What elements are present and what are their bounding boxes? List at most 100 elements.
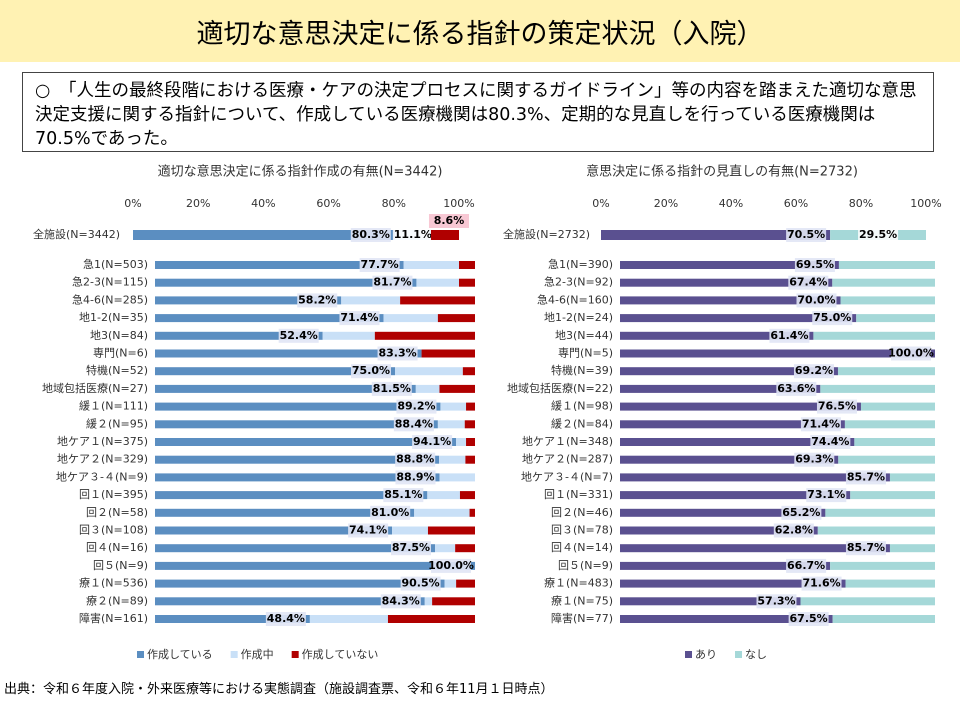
category-label: 地3(N=44) bbox=[555, 329, 613, 342]
bar-segment bbox=[620, 402, 861, 411]
source-note: 出典：令和６年度入院・外来医療等における実態調査（施設調査票、令和６年11月１日… bbox=[4, 682, 554, 697]
category-label: 回４(N=16) bbox=[86, 541, 148, 554]
value-label: 85.7% bbox=[847, 541, 885, 554]
bar-segment bbox=[155, 561, 475, 570]
bar-segment bbox=[620, 579, 846, 588]
value-label-bg bbox=[845, 541, 886, 556]
bar-segment bbox=[620, 349, 935, 358]
bar-segment bbox=[155, 296, 342, 305]
bar-segment bbox=[620, 455, 839, 464]
category-label: 専門(N=5) bbox=[558, 347, 613, 360]
bar-segment bbox=[465, 455, 475, 464]
legend-swatch bbox=[291, 651, 299, 658]
bar-segment bbox=[455, 544, 475, 553]
value-label-bg bbox=[350, 228, 391, 242]
bar-segment bbox=[620, 561, 831, 570]
value-label-bg bbox=[793, 364, 834, 379]
legend-swatch bbox=[230, 651, 238, 658]
category-label: 専門(N=6) bbox=[93, 347, 148, 360]
bar-segment bbox=[155, 597, 425, 606]
value-label: 48.4% bbox=[267, 612, 305, 625]
value-label-bg bbox=[297, 293, 338, 308]
value-label-bg bbox=[786, 228, 827, 242]
legend-label: なし bbox=[745, 648, 767, 661]
value-label: 67.5% bbox=[790, 612, 828, 625]
bar-segment bbox=[620, 526, 818, 535]
x-tick-label: 40% bbox=[251, 197, 275, 210]
bar-segment bbox=[392, 526, 428, 535]
bar-segment bbox=[830, 561, 935, 570]
bar-segment bbox=[860, 402, 935, 411]
bar-segment bbox=[820, 384, 935, 393]
category-label: 地ケア１(N=348) bbox=[522, 435, 613, 448]
category-label: 地3(N=84) bbox=[90, 329, 148, 342]
value-label-bg bbox=[810, 435, 851, 449]
x-tick-label: 0% bbox=[124, 197, 141, 210]
value-label-bg bbox=[891, 346, 931, 361]
category-label: 療２(N=89) bbox=[86, 593, 148, 607]
value-label-bg bbox=[794, 258, 835, 272]
value-label-bg bbox=[377, 346, 418, 361]
value-label: 57.3% bbox=[757, 594, 795, 607]
value-label-bg bbox=[391, 541, 431, 556]
header-band bbox=[0, 0, 960, 62]
x-tick-label: 100% bbox=[910, 197, 941, 210]
category-label: 急1(N=503) bbox=[83, 257, 148, 271]
bar-segment bbox=[440, 402, 467, 411]
page-title: 適切な意思決定に係る指針の策定状況（入院） bbox=[196, 19, 764, 50]
value-label: 63.6% bbox=[777, 382, 815, 395]
value-label: 58.2% bbox=[298, 293, 336, 306]
legend-label: 作成していない bbox=[302, 648, 379, 661]
x-tick-label: 60% bbox=[784, 197, 808, 210]
category-label: 地ケア１(N=375) bbox=[57, 435, 148, 448]
value-label: 11.1% bbox=[394, 228, 432, 241]
bar-segment bbox=[155, 349, 422, 358]
bar-segment bbox=[456, 438, 467, 446]
bar-segment bbox=[601, 230, 831, 240]
value-label: 77.7% bbox=[361, 258, 399, 271]
value-label-bg bbox=[781, 505, 822, 520]
bar-segment bbox=[832, 615, 935, 623]
bar-segment bbox=[374, 331, 475, 340]
value-label: 75.0% bbox=[813, 311, 851, 324]
value-label: 71.4% bbox=[340, 311, 378, 324]
value-label: 69.2% bbox=[795, 364, 833, 377]
value-label-bg bbox=[816, 399, 857, 414]
value-label: 90.5% bbox=[402, 577, 440, 590]
bar-segment bbox=[155, 473, 440, 482]
value-label: 61.4% bbox=[770, 329, 808, 342]
value-label: 81.0% bbox=[371, 506, 409, 519]
value-label-bg bbox=[788, 275, 829, 290]
bar-segment bbox=[837, 367, 935, 376]
bar-segment bbox=[387, 615, 475, 623]
value-label: 62.8% bbox=[775, 524, 813, 537]
bar-segment bbox=[395, 367, 463, 376]
bar-segment bbox=[620, 544, 890, 553]
bar-segment bbox=[403, 261, 459, 269]
value-label-bg bbox=[769, 328, 810, 343]
bar-segment bbox=[854, 438, 935, 446]
value-label-bg bbox=[278, 328, 319, 343]
bar-segment bbox=[439, 455, 466, 464]
bar-segment bbox=[444, 579, 457, 588]
category-label: 緩２(N=84) bbox=[551, 417, 613, 430]
category-label: 回１(N=395) bbox=[79, 488, 148, 501]
value-label: 88.9% bbox=[396, 470, 434, 483]
bar-segment bbox=[439, 384, 475, 393]
value-label-bg bbox=[801, 576, 842, 591]
value-label: 85.7% bbox=[847, 470, 885, 483]
x-tick-label: 20% bbox=[654, 197, 678, 210]
bar-segment bbox=[817, 526, 935, 535]
bar-segment bbox=[322, 331, 375, 340]
category-label: 療１(N=75) bbox=[551, 593, 613, 607]
value-label: 83.3% bbox=[378, 347, 416, 360]
value-label-bg bbox=[400, 576, 441, 591]
value-label-bg bbox=[812, 311, 853, 326]
bar-segment bbox=[462, 367, 475, 376]
bar-segment bbox=[620, 314, 857, 323]
chart-title: 意思決定に係る指針の見直しの有無(N=2732) bbox=[586, 164, 858, 180]
value-label-bg bbox=[265, 612, 306, 626]
bar-segment bbox=[400, 296, 475, 305]
bar-segment bbox=[439, 473, 475, 482]
